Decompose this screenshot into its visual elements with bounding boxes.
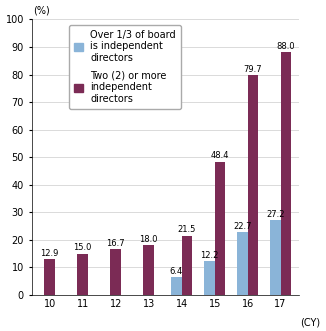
Bar	[270, 220, 281, 295]
Text: 12.9: 12.9	[40, 249, 59, 258]
Bar	[111, 249, 121, 295]
Bar	[237, 232, 248, 295]
Bar	[182, 236, 192, 295]
Text: (CY): (CY)	[301, 317, 320, 327]
Text: 12.2: 12.2	[200, 251, 218, 260]
Text: 88.0: 88.0	[276, 42, 295, 51]
Bar	[44, 260, 55, 295]
Bar	[204, 261, 215, 295]
Legend: Over 1/3 of board
is independent
directors, Two (2) or more
independent
director: Over 1/3 of board is independent directo…	[69, 25, 181, 109]
Bar	[248, 75, 258, 295]
Text: (%): (%)	[33, 5, 50, 15]
Text: 22.7: 22.7	[233, 222, 252, 231]
Text: 6.4: 6.4	[170, 267, 183, 276]
Text: 15.0: 15.0	[73, 243, 92, 252]
Bar	[77, 254, 88, 295]
Text: 21.5: 21.5	[178, 225, 196, 234]
Bar	[281, 52, 291, 295]
Text: 16.7: 16.7	[106, 239, 125, 248]
Bar	[143, 245, 154, 295]
Text: 48.4: 48.4	[211, 151, 229, 160]
Text: 79.7: 79.7	[244, 65, 262, 74]
Bar	[215, 162, 225, 295]
Bar	[171, 277, 182, 295]
Text: 27.2: 27.2	[266, 210, 285, 219]
Text: 18.0: 18.0	[140, 235, 158, 244]
